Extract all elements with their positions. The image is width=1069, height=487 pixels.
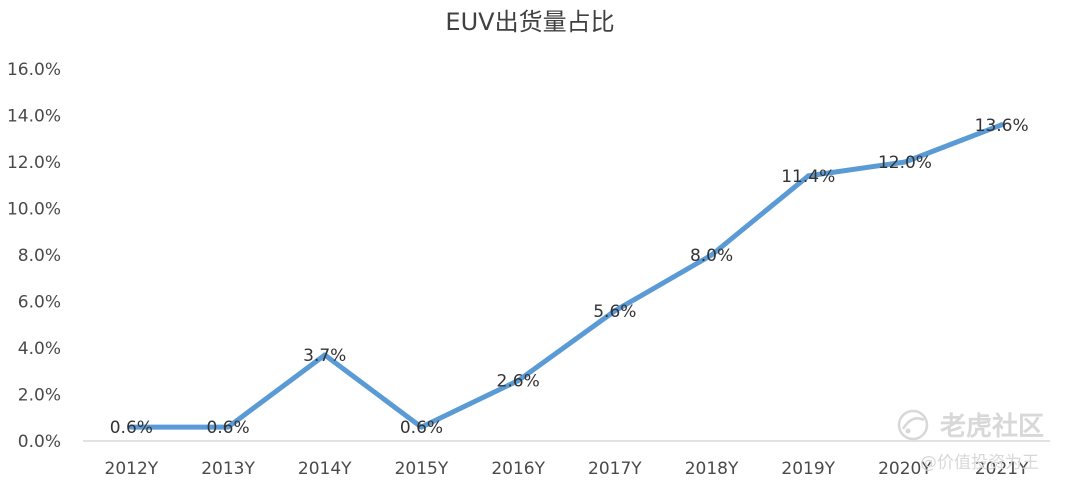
- x-tick-label: 2019Y: [781, 459, 835, 479]
- data-label: 0.6%: [206, 418, 249, 438]
- data-point: [515, 378, 521, 384]
- data-label: 8.0%: [690, 246, 733, 266]
- x-tick-label: 2016Y: [491, 459, 545, 479]
- data-labels: 0.6% 0.6% 3.7% 0.6% 2.6% 5.6% 8.0% 11.4% 12.0% 13…: [110, 116, 1029, 438]
- watermark-brand: 老虎社区: [940, 411, 1044, 442]
- y-tick-label: 2.0%: [18, 386, 61, 406]
- data-point: [612, 308, 618, 314]
- y-tick-label: 8.0%: [18, 246, 61, 266]
- y-tick-label: 10.0%: [7, 200, 61, 220]
- x-tick-label: 2014Y: [298, 459, 352, 479]
- data-label: 11.4%: [781, 167, 835, 187]
- series-layer: [128, 122, 1005, 430]
- tiger-logo-icon: [897, 409, 929, 441]
- data-point: [322, 352, 328, 358]
- x-tick-label: 2012Y: [105, 459, 159, 479]
- data-label: 5.6%: [593, 302, 636, 322]
- x-tick-label: 2013Y: [201, 459, 255, 479]
- data-label: 13.6%: [975, 116, 1029, 136]
- watermark: 老虎社区 @价值投资为王: [897, 409, 1044, 473]
- y-tick-label: 4.0%: [18, 339, 61, 359]
- data-point: [418, 424, 424, 430]
- y-tick-label: 14.0%: [7, 107, 61, 127]
- chart-title: EUV出货量占比: [445, 8, 614, 36]
- data-label: 0.6%: [400, 418, 443, 438]
- y-tick-label: 12.0%: [7, 153, 61, 173]
- x-axis: 2012Y 2013Y 2014Y 2015Y 2016Y 2017Y 2018Y 2019Y…: [105, 459, 1030, 479]
- data-point: [225, 424, 231, 430]
- x-tick-label: 2021Y: [975, 459, 1029, 479]
- y-tick-label: 16.0%: [7, 60, 61, 80]
- data-label: 3.7%: [303, 346, 346, 366]
- y-tick-label: 0.0%: [18, 432, 61, 452]
- data-point: [999, 122, 1005, 128]
- y-tick-label: 6.0%: [18, 293, 61, 313]
- x-tick-label: 2020Y: [878, 459, 932, 479]
- x-tick-label: 2017Y: [588, 459, 642, 479]
- watermark-author: @价值投资为王: [920, 453, 1039, 473]
- x-tick-label: 2018Y: [685, 459, 739, 479]
- y-axis: 0.0% 2.0% 4.0% 6.0% 8.0% 10.0% 12.0% 14.0% 16.0%: [7, 60, 61, 452]
- data-label: 0.6%: [110, 418, 153, 438]
- series-line: [128, 122, 1005, 430]
- x-tick-label: 2015Y: [395, 459, 449, 479]
- data-point: [805, 173, 811, 179]
- data-label: 12.0%: [878, 153, 932, 173]
- data-label: 2.6%: [497, 372, 540, 392]
- data-point: [709, 252, 715, 258]
- data-point: [128, 424, 134, 430]
- data-point: [902, 159, 908, 165]
